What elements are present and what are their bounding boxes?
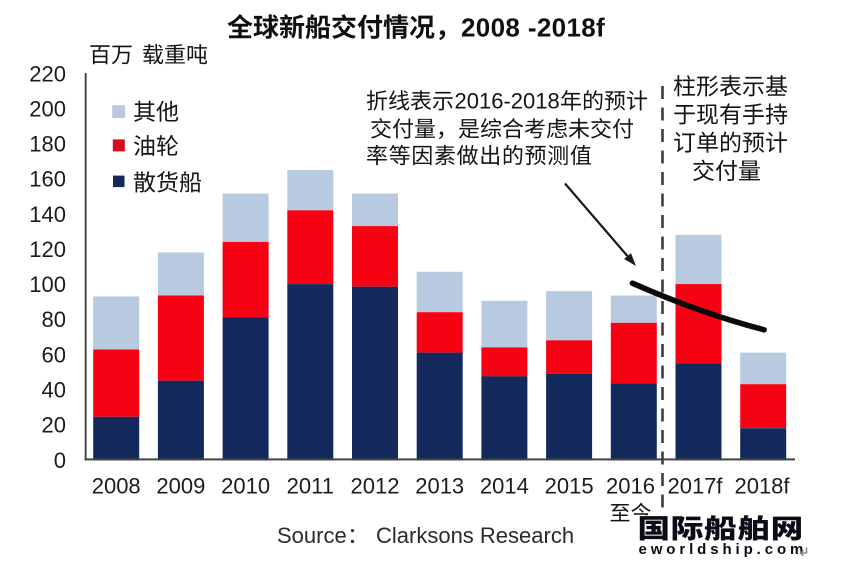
svg-text:2008 -2018f: 2008 -2018f xyxy=(461,13,605,43)
svg-text:2016: 2016 xyxy=(606,474,655,499)
svg-text:60: 60 xyxy=(42,342,66,367)
svg-text:2016-2018: 2016-2018 xyxy=(455,89,560,114)
svg-text:2012: 2012 xyxy=(351,474,400,499)
svg-text:2010: 2010 xyxy=(221,474,270,499)
svg-text:2014: 2014 xyxy=(480,474,529,499)
svg-text:2015: 2015 xyxy=(545,474,594,499)
svg-text:200: 200 xyxy=(29,96,66,121)
svg-text:180: 180 xyxy=(29,132,66,157)
svg-text:220: 220 xyxy=(29,61,66,86)
svg-text:eworldship.com: eworldship.com xyxy=(639,541,808,558)
svg-text:2008: 2008 xyxy=(92,474,141,499)
svg-text:2009: 2009 xyxy=(156,474,205,499)
svg-text:2018f: 2018f xyxy=(734,474,790,499)
svg-text:80: 80 xyxy=(42,307,66,332)
svg-text:2017f: 2017f xyxy=(667,474,723,499)
svg-text:40: 40 xyxy=(42,378,66,403)
svg-text:120: 120 xyxy=(29,237,66,262)
svg-text:Source: Source xyxy=(277,523,347,548)
svg-text:100: 100 xyxy=(29,272,66,297)
svg-text:Clarksons Research: Clarksons Research xyxy=(376,523,574,548)
svg-text:0: 0 xyxy=(54,448,66,473)
svg-text:140: 140 xyxy=(29,202,66,227)
svg-text:2011: 2011 xyxy=(287,474,334,499)
svg-text:20: 20 xyxy=(42,413,66,438)
svg-text:2013: 2013 xyxy=(415,474,464,499)
svg-text:160: 160 xyxy=(29,167,66,192)
